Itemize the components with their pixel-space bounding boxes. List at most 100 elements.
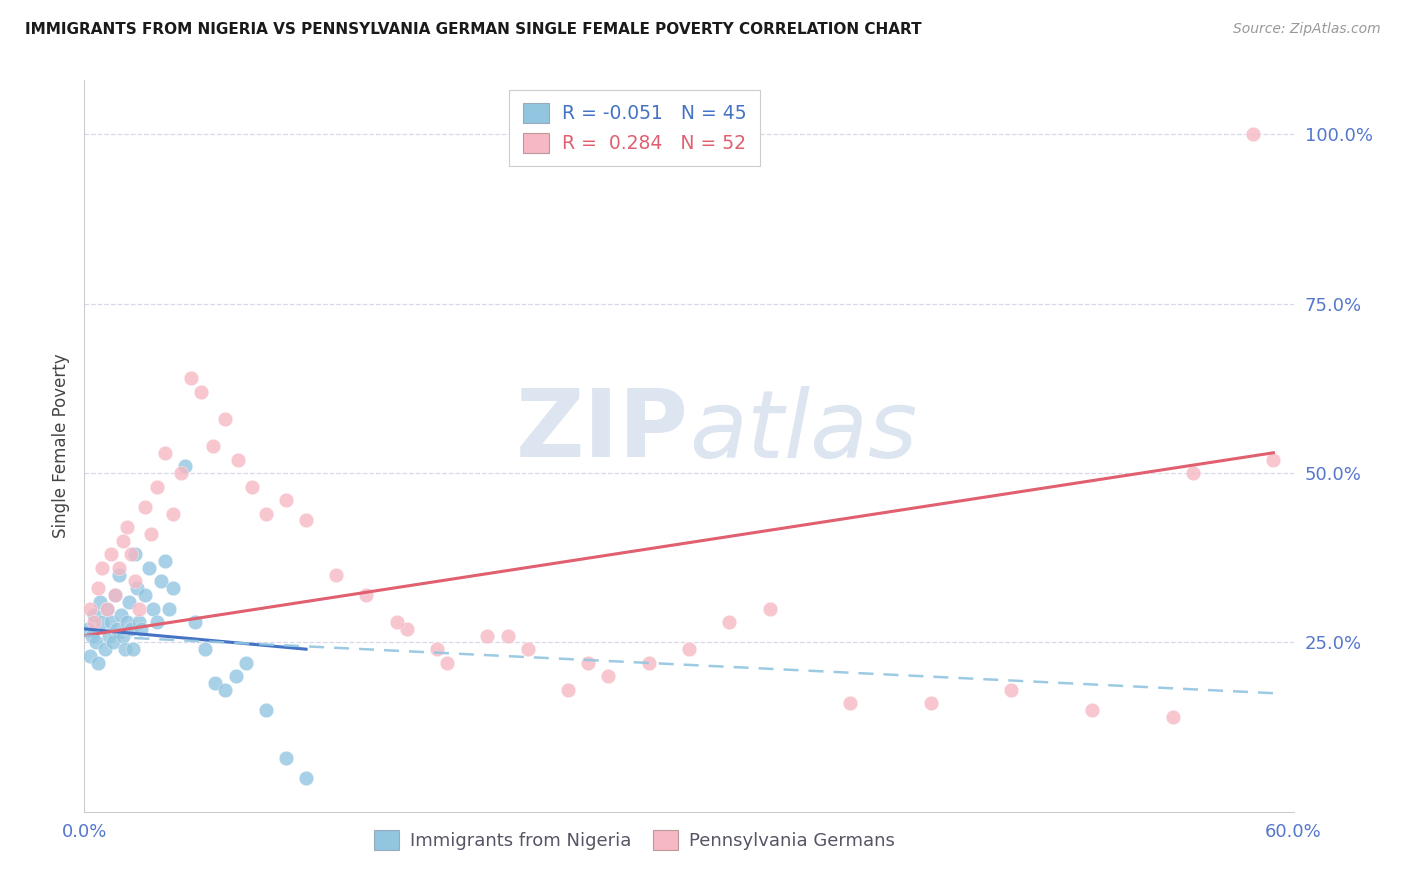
- Point: [477, 629, 499, 643]
- Point: [91, 615, 114, 629]
- Point: [79, 648, 101, 663]
- Point: [385, 615, 408, 629]
- Point: [105, 622, 128, 636]
- Point: [240, 480, 263, 494]
- Point: [82, 629, 104, 643]
- Point: [100, 615, 122, 629]
- Point: [190, 384, 212, 399]
- Point: [118, 595, 141, 609]
- Text: IMMIGRANTS FROM NIGERIA VS PENNSYLVANIA GERMAN SINGLE FEMALE POVERTY CORRELATION: IMMIGRANTS FROM NIGERIA VS PENNSYLVANIA …: [25, 22, 922, 37]
- Point: [101, 635, 124, 649]
- Point: [134, 588, 156, 602]
- Point: [395, 622, 418, 636]
- Text: atlas: atlas: [689, 386, 917, 477]
- Point: [254, 703, 277, 717]
- Point: [170, 466, 193, 480]
- Point: [104, 588, 127, 602]
- Point: [96, 601, 118, 615]
- Point: [121, 642, 143, 657]
- Point: [325, 567, 347, 582]
- Point: [110, 608, 132, 623]
- Point: [124, 574, 146, 589]
- Point: [637, 656, 659, 670]
- Point: [162, 507, 184, 521]
- Point: [120, 547, 142, 561]
- Point: [436, 656, 458, 670]
- Point: [162, 581, 184, 595]
- Point: [204, 676, 226, 690]
- Point: [89, 595, 111, 609]
- Point: [115, 520, 138, 534]
- Point: [115, 615, 138, 629]
- Point: [180, 371, 202, 385]
- Point: [120, 622, 142, 636]
- Point: [153, 446, 176, 460]
- Point: [153, 554, 176, 568]
- Point: [274, 493, 297, 508]
- Point: [576, 656, 599, 670]
- Point: [295, 771, 318, 785]
- Point: [598, 669, 620, 683]
- Point: [557, 682, 579, 697]
- Point: [138, 561, 160, 575]
- Point: [356, 588, 378, 602]
- Point: [274, 750, 297, 764]
- Point: [129, 622, 152, 636]
- Legend: Immigrants from Nigeria, Pennsylvania Germans: Immigrants from Nigeria, Pennsylvania Ge…: [367, 823, 903, 857]
- Point: [149, 574, 172, 589]
- Point: [516, 642, 538, 657]
- Point: [142, 601, 165, 615]
- Point: [184, 615, 207, 629]
- Point: [758, 601, 780, 615]
- Point: [79, 601, 101, 615]
- Point: [107, 561, 129, 575]
- Point: [100, 547, 122, 561]
- Point: [235, 656, 257, 670]
- Point: [139, 527, 162, 541]
- Point: [1241, 128, 1264, 142]
- Point: [97, 629, 120, 643]
- Point: [295, 514, 318, 528]
- Point: [254, 507, 277, 521]
- Point: [134, 500, 156, 514]
- Point: [125, 581, 148, 595]
- Point: [107, 567, 129, 582]
- Point: [111, 533, 134, 548]
- Point: [226, 452, 249, 467]
- Point: [202, 439, 225, 453]
- Point: [124, 547, 146, 561]
- Point: [83, 608, 105, 623]
- Point: [87, 581, 110, 595]
- Point: [77, 622, 100, 636]
- Point: [157, 601, 180, 615]
- Point: [83, 615, 105, 629]
- Point: [96, 601, 118, 615]
- Point: [426, 642, 449, 657]
- Point: [87, 656, 110, 670]
- Point: [496, 629, 519, 643]
- Point: [104, 588, 127, 602]
- Point: [86, 635, 108, 649]
- Point: [225, 669, 247, 683]
- Text: ZIP: ZIP: [516, 385, 689, 477]
- Text: Source: ZipAtlas.com: Source: ZipAtlas.com: [1233, 22, 1381, 37]
- Point: [1161, 710, 1184, 724]
- Point: [146, 615, 169, 629]
- Point: [128, 601, 150, 615]
- Y-axis label: Single Female Poverty: Single Female Poverty: [52, 354, 70, 538]
- Point: [214, 412, 236, 426]
- Point: [174, 459, 197, 474]
- Point: [91, 561, 114, 575]
- Point: [718, 615, 741, 629]
- Point: [1263, 452, 1285, 467]
- Point: [128, 615, 150, 629]
- Point: [1000, 682, 1022, 697]
- Point: [146, 480, 169, 494]
- Point: [839, 697, 862, 711]
- Point: [114, 642, 136, 657]
- Point: [1081, 703, 1104, 717]
- Point: [920, 697, 942, 711]
- Point: [93, 642, 115, 657]
- Point: [111, 629, 134, 643]
- Point: [194, 642, 217, 657]
